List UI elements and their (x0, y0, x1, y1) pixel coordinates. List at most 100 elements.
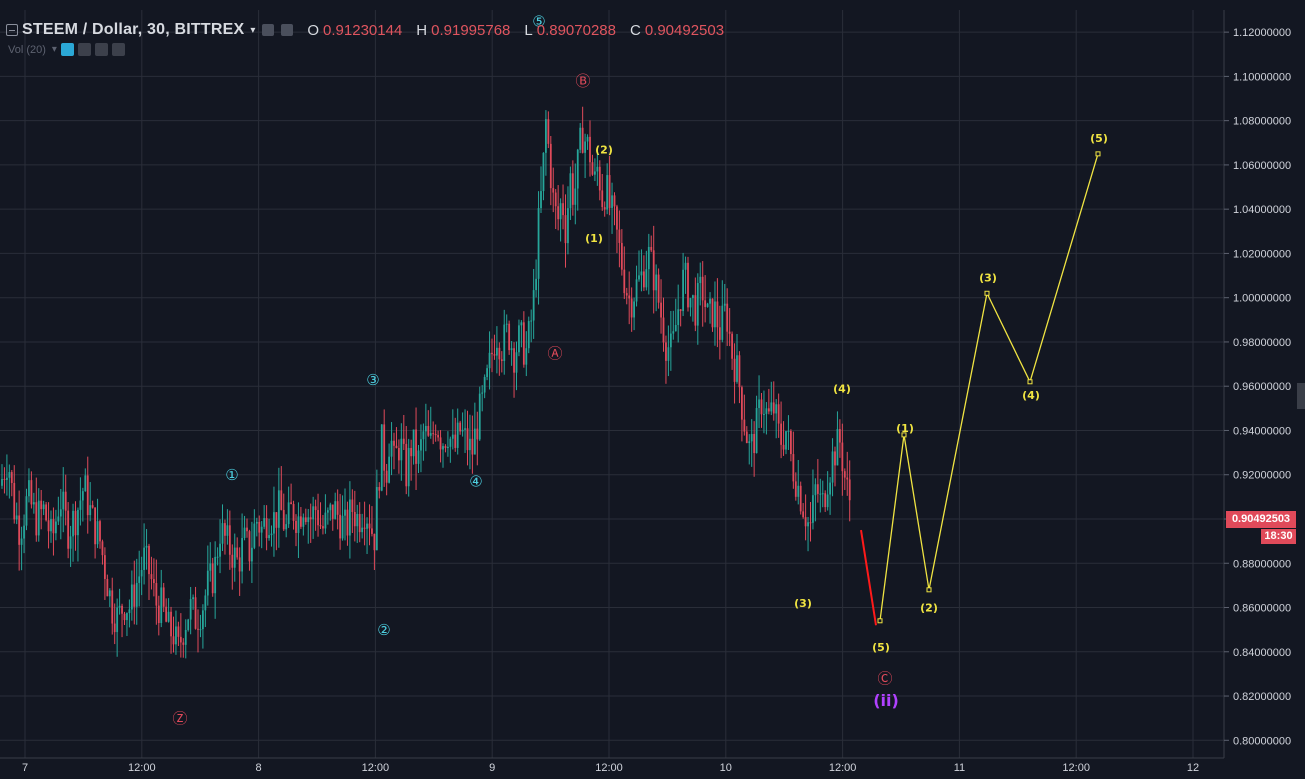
candle-body (270, 533, 273, 536)
chevron-down-icon[interactable]: ▾ (51, 44, 57, 55)
close-icon[interactable] (111, 43, 125, 56)
candle-body (111, 590, 114, 624)
candle-body (55, 521, 57, 534)
add-icon[interactable] (94, 43, 108, 56)
candle-body (258, 521, 261, 533)
candle-body (777, 404, 780, 424)
candle-body (424, 425, 427, 432)
projection-point (926, 587, 932, 593)
candle-body (427, 425, 430, 436)
candle-body (826, 494, 829, 508)
candle-body (581, 127, 584, 153)
candle-body (407, 447, 410, 487)
candle-body (816, 484, 819, 494)
wave-label: Ⓩ (172, 709, 187, 727)
candle-body (660, 302, 662, 318)
settings-icon[interactable] (77, 43, 91, 56)
close-label: C (629, 21, 641, 39)
candlestick-series (1, 106, 851, 659)
candle-body (265, 518, 268, 539)
wave-label: (5) (1090, 132, 1108, 145)
collapse-legend-icon[interactable] (6, 24, 18, 36)
candle-body (116, 607, 119, 633)
candle-body (52, 519, 55, 534)
x-tick-label: 10 (720, 762, 732, 774)
candle-body (799, 485, 802, 512)
candle-body (743, 419, 746, 432)
candle-body (601, 190, 604, 208)
candle-body (794, 481, 797, 497)
candle-body (126, 613, 128, 621)
candle-body (361, 527, 364, 533)
candle-body (363, 527, 366, 529)
candle-body (224, 523, 226, 536)
candle-body (420, 439, 422, 451)
candle-body (40, 500, 43, 510)
volume-indicator-label[interactable]: Vol (20) (8, 43, 46, 56)
y-tick-label: 0.88000000 (1233, 558, 1291, 570)
candle-body (182, 642, 185, 645)
chevron-down-icon[interactable]: ▾ (250, 24, 256, 36)
candle-body (515, 352, 518, 373)
candle-body (547, 119, 550, 144)
y-tick-label: 0.82000000 (1233, 691, 1291, 703)
candle-body (839, 429, 841, 443)
candle-body (204, 595, 207, 611)
candle-body (371, 528, 373, 534)
candle-body (564, 215, 567, 244)
wave-label: Ⓑ (575, 72, 590, 90)
candle-body (635, 279, 638, 302)
candle-body (59, 509, 62, 517)
candle-body (30, 480, 33, 505)
wave-projections (860, 151, 1101, 626)
wave-label: ⑤ (532, 12, 545, 30)
candle-body (589, 136, 591, 163)
x-tick-label: 9 (489, 762, 495, 774)
candle-body (606, 175, 609, 210)
candle-body (567, 208, 569, 244)
candle-body (557, 206, 560, 220)
candle-body (706, 303, 709, 307)
candle-body (652, 250, 655, 291)
candle-body (841, 442, 844, 472)
settings-icon[interactable] (281, 24, 294, 36)
time-axis[interactable]: 7 12:00 8 12:00 9 12:00 10 12:00 11 12:00 12 (22, 762, 1199, 774)
candle-body (699, 276, 702, 284)
eye-icon[interactable] (60, 43, 74, 56)
candle-body (84, 475, 87, 492)
candle-body (451, 434, 454, 439)
candle-body (758, 399, 760, 408)
candle-body (206, 570, 209, 596)
candle-body (498, 347, 501, 360)
wave-label: (4) (1022, 389, 1040, 402)
candle-body (608, 175, 611, 208)
candle-body (643, 271, 645, 288)
candle-body (18, 515, 21, 545)
candle-body (295, 520, 297, 533)
symbol-title[interactable]: STEEM / Dollar, 30, BITTREX (22, 21, 245, 38)
high-value: 0.91995768 (431, 21, 511, 39)
last-price-tag: 0.90492503 (1226, 511, 1296, 528)
candle-body (596, 166, 599, 172)
candle-body (527, 321, 530, 349)
candle-body (251, 547, 253, 562)
candle-body (104, 555, 106, 579)
x-tick-label: 12:00 (595, 762, 623, 774)
price-scale-handle[interactable] (1297, 383, 1305, 409)
candle-body (638, 275, 640, 280)
candle-body (25, 496, 28, 526)
candle-body (241, 538, 243, 572)
hide-icon[interactable] (262, 24, 275, 36)
candle-body (689, 298, 692, 308)
candle-body (346, 509, 349, 536)
candle-body (94, 507, 96, 545)
wave-label: (3) (794, 597, 812, 610)
close-value: 0.90492503 (644, 21, 725, 39)
candle-body (189, 599, 192, 620)
candle-body (829, 482, 831, 495)
bar-countdown-tag: 18:30 (1261, 529, 1296, 544)
candle-body (385, 470, 388, 483)
candle-body (302, 517, 305, 527)
candle-body (447, 446, 449, 449)
